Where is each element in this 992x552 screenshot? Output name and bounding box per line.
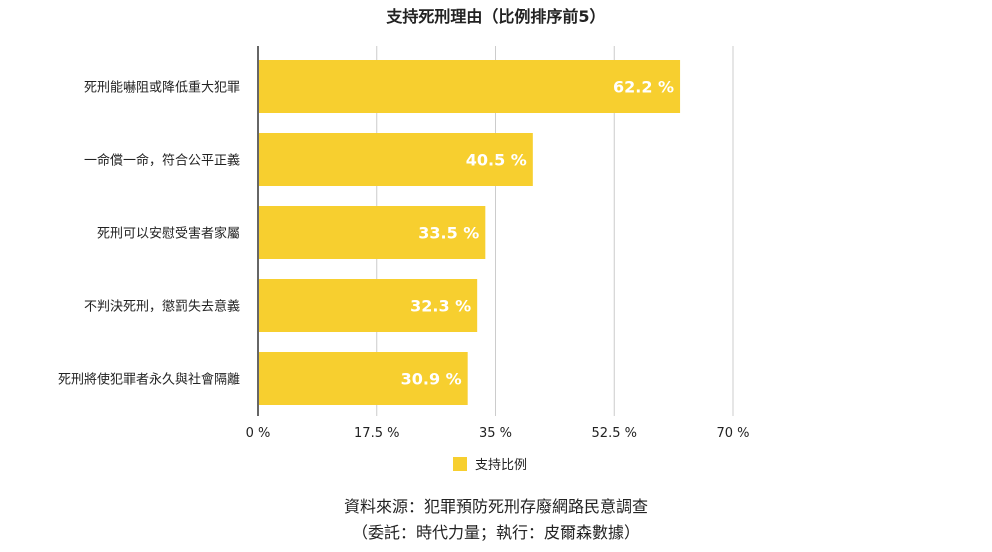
x-tick-label: 17.5 % (354, 426, 399, 441)
bar (259, 60, 681, 113)
x-tick-label: 35 % (479, 426, 512, 441)
bar-value-label: 62.2 % (613, 78, 674, 97)
bar (259, 133, 533, 186)
category-label: 死刑將使犯罪者永久與社會隔離 (58, 372, 240, 388)
category-label: 死刑可以安慰受害者家屬 (97, 226, 240, 242)
bar-value-label: 40.5 % (466, 151, 527, 170)
x-tick-label: 70 % (716, 426, 749, 441)
bars: 62.2 % 40.5 % 33.5 % 32.3 % 30.9 % (259, 60, 681, 405)
category-label: 一命償一命，符合公平正義 (84, 153, 240, 169)
x-tick-label: 52.5 % (592, 426, 637, 441)
bar-value-label: 30.9 % (401, 370, 462, 389)
x-tick-labels: 0 % 17.5 % 35 % 52.5 % 70 % (246, 426, 750, 441)
legend-swatch (453, 457, 467, 471)
bar (259, 206, 486, 259)
category-labels: 死刑能嚇阻或降低重大犯罪一命償一命，符合公平正義死刑可以安慰受害者家屬不判決死刑… (58, 80, 240, 388)
bar-value-label: 32.3 % (410, 297, 471, 316)
category-label: 死刑能嚇阻或降低重大犯罪 (84, 80, 240, 96)
source-line-2: （委託：時代力量；執行：皮爾森數據） (352, 523, 640, 542)
chart-title: 支持死刑理由（比例排序前5） (385, 7, 605, 26)
category-label: 不判決死刑，懲罰失去意義 (84, 299, 240, 315)
bar (259, 352, 468, 405)
bar-value-label: 33.5 % (418, 224, 479, 243)
legend: 支持比例 (453, 457, 527, 473)
x-tick-label: 0 % (246, 426, 271, 441)
source-line-1: 資料來源：犯罪預防死刑存廢網路民意調查 (344, 497, 648, 516)
bar (259, 279, 478, 332)
legend-label: 支持比例 (475, 458, 527, 473)
